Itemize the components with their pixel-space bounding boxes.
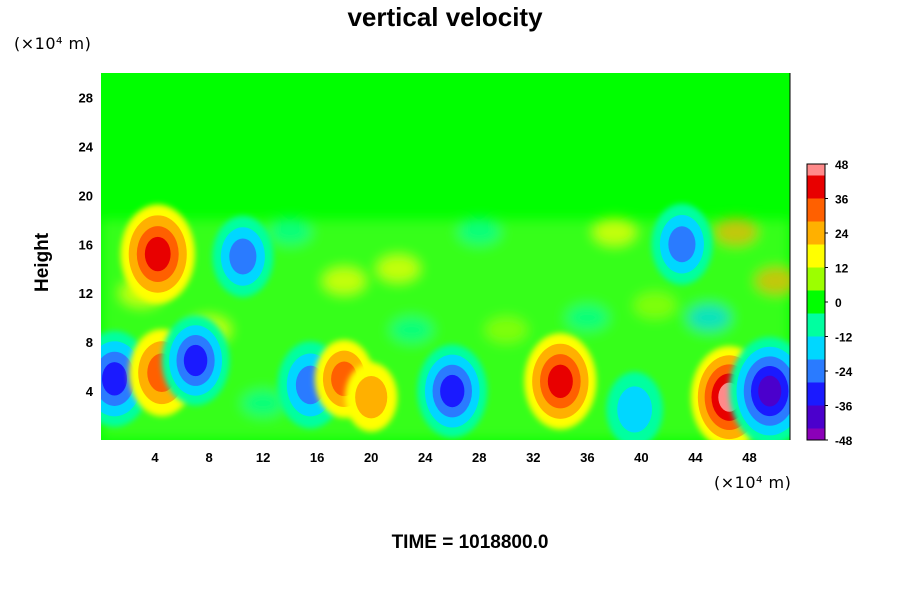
colorbar-segment: [807, 428, 825, 441]
colorbar-segment: [807, 175, 825, 188]
x-tick-label: 4: [151, 450, 159, 465]
x-tick-label: 28: [472, 450, 486, 465]
colorbar-segment: [807, 359, 825, 372]
x-tick-label: 44: [688, 450, 703, 465]
heatmap-feature: [729, 337, 790, 440]
colorbar-tick-label: 48: [835, 158, 849, 172]
colorbar-segment: [807, 256, 825, 268]
heatmap-feature: [606, 371, 663, 440]
colorbar-segment: [807, 313, 825, 326]
heatmap-feature: [120, 204, 195, 304]
y-tick-label: 20: [79, 188, 93, 203]
colorbar-segment: [807, 405, 825, 418]
colorbar-segment: [807, 302, 825, 314]
colorbar-segment: [807, 233, 825, 245]
y-tick-label: 28: [79, 90, 93, 105]
colorbar-tick-label: -24: [835, 365, 853, 379]
x-tick-label: 32: [526, 450, 540, 465]
y-axis-unit: (×10⁴ m): [14, 34, 92, 53]
y-tick-label: 12: [79, 286, 93, 301]
heatmap-feature: [345, 362, 398, 432]
colorbar-tick-label: 36: [835, 193, 849, 207]
colorbar-segment: [807, 279, 825, 291]
colorbar-segment: [807, 187, 825, 199]
colorbar-segment: [807, 221, 825, 234]
time-label: TIME = 1018800.0: [391, 532, 549, 553]
colorbar-tick-label: 24: [835, 227, 849, 241]
colorbar-segment: [807, 244, 825, 257]
colorbar-segment: [807, 267, 825, 280]
x-tick-label: 48: [742, 450, 756, 465]
chart-title: vertical velocity: [347, 2, 543, 32]
y-tick-label: 8: [86, 335, 93, 350]
y-tick-label: 4: [86, 384, 94, 399]
x-tick-label: 36: [580, 450, 594, 465]
colorbar-segment: [807, 394, 825, 406]
heatmap-feature: [212, 216, 274, 297]
y-tick-label: 16: [79, 237, 93, 252]
colorbar-tick-label: -48: [835, 434, 853, 448]
colorbar-segment: [807, 198, 825, 211]
x-tick-label: 16: [310, 450, 324, 465]
colorbar-tick-label: -36: [835, 400, 853, 414]
heatmap-feature: [524, 333, 597, 430]
heatmap-area: [101, 73, 790, 440]
x-tick-label: 20: [364, 450, 378, 465]
colorbar-tick-label: 0: [835, 296, 842, 310]
x-tick-label: 12: [256, 450, 270, 465]
x-tick-label: 8: [205, 450, 212, 465]
colorbar-segment: [807, 348, 825, 360]
x-axis-unit: (×10⁴ m): [714, 473, 792, 492]
colorbar: 48 36 24 12 0 -12 -24 -36 -48: [806, 158, 853, 448]
x-tick-label: 24: [418, 450, 433, 465]
colorbar-segment: [807, 290, 825, 303]
colorbar-segment: [807, 382, 825, 395]
y-tick-label: 24: [79, 139, 94, 154]
heatmap-feature: [651, 203, 713, 285]
colorbar-tick-label: 12: [835, 262, 849, 276]
colorbar-segment: [807, 325, 825, 337]
colorbar-segment: [807, 336, 825, 349]
colorbar-segment: [807, 210, 825, 222]
heatmap-feature: [161, 315, 230, 406]
colorbar-segment: [807, 164, 825, 176]
colorbar-segment: [807, 417, 825, 429]
heatmap-feature: [417, 344, 488, 438]
x-tick-label: 40: [634, 450, 648, 465]
colorbar-tick-label: -12: [835, 331, 853, 345]
colorbar-segment: [807, 371, 825, 383]
